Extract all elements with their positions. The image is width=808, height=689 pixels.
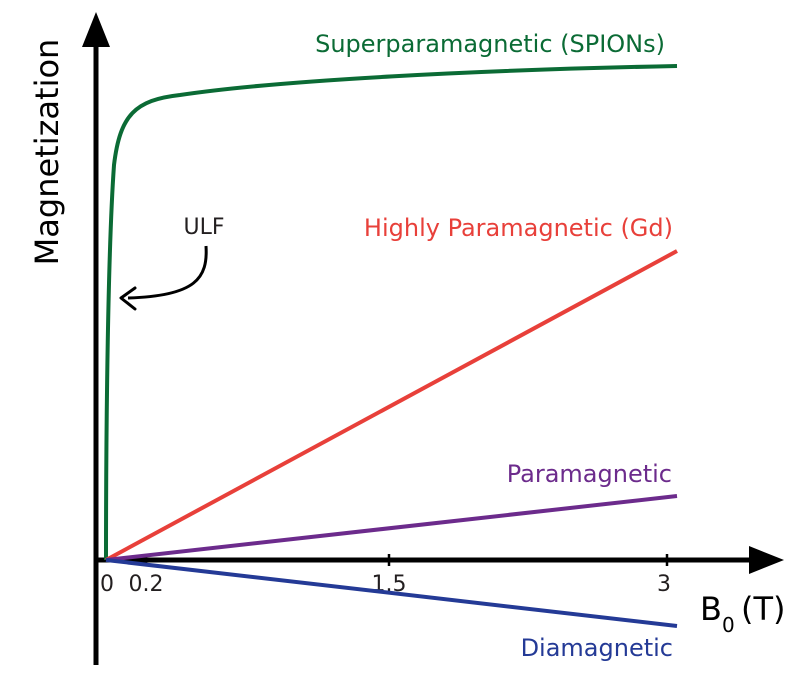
- axes: 0 0.2 1.5 3 Magnetization B 0 (T): [28, 12, 786, 665]
- y-axis-label: Magnetization: [28, 39, 66, 266]
- x-axis-label: B 0 (T): [700, 590, 786, 637]
- x-axis-arrow-icon: [749, 546, 784, 574]
- ulf-arrowhead-icon: [119, 286, 137, 311]
- x-tick-label: 0.2: [129, 572, 164, 597]
- x-axis-label-subscript: 0: [722, 613, 735, 637]
- ulf-label: ULF: [183, 215, 224, 240]
- ulf-curved-arrow-icon: [127, 245, 208, 300]
- x-axis-label-main: B: [700, 590, 722, 628]
- paramagnetic-line: [105, 494, 678, 562]
- diamagnetic-label: Diamagnetic: [521, 634, 673, 662]
- paramagnetic-label: Paramagnetic: [507, 460, 672, 488]
- superparamagnetic-label: Superparamagnetic (SPIONs): [315, 30, 665, 58]
- x-tick-label: 0: [100, 572, 114, 597]
- x-tick-label: 3: [657, 572, 671, 597]
- series-labels: Superparamagnetic (SPIONs) Highly Parama…: [315, 30, 673, 662]
- diamagnetic-line: [105, 558, 678, 628]
- y-axis-arrow-icon: [82, 12, 110, 47]
- x-axis-label-unit: (T): [741, 590, 786, 628]
- ulf-annotation: ULF: [119, 215, 225, 311]
- superparamagnetic-curve: [104, 64, 678, 561]
- curves: [104, 64, 678, 628]
- highly-paramagnetic-label: Highly Paramagnetic (Gd): [364, 214, 673, 242]
- highly-paramagnetic-line: [105, 249, 678, 562]
